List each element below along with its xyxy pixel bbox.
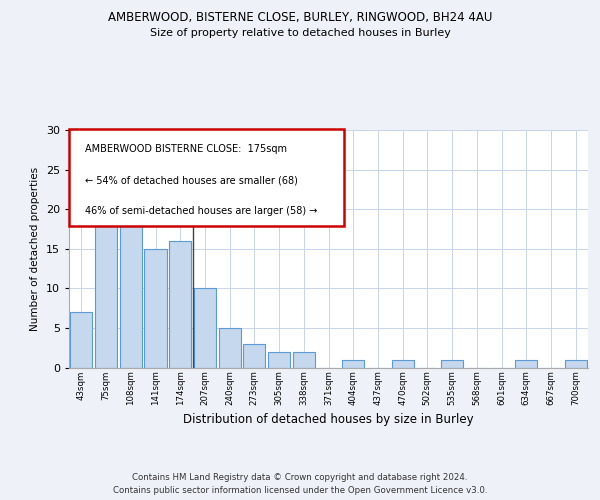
Y-axis label: Number of detached properties: Number of detached properties xyxy=(30,166,40,331)
FancyBboxPatch shape xyxy=(69,129,344,226)
X-axis label: Distribution of detached houses by size in Burley: Distribution of detached houses by size … xyxy=(183,414,474,426)
Text: Contains HM Land Registry data © Crown copyright and database right 2024.: Contains HM Land Registry data © Crown c… xyxy=(132,472,468,482)
Bar xyxy=(392,360,414,368)
Bar xyxy=(119,170,142,368)
Bar xyxy=(268,352,290,368)
Bar xyxy=(515,360,538,368)
Bar xyxy=(441,360,463,368)
Bar xyxy=(243,344,265,368)
Bar xyxy=(194,288,216,368)
Bar xyxy=(70,312,92,368)
Bar xyxy=(218,328,241,368)
Text: 46% of semi-detached houses are larger (58) →: 46% of semi-detached houses are larger (… xyxy=(85,206,317,216)
Bar xyxy=(342,360,364,368)
Bar xyxy=(169,241,191,368)
Bar xyxy=(293,352,315,368)
Bar xyxy=(95,209,117,368)
Text: ← 54% of detached houses are smaller (68): ← 54% of detached houses are smaller (68… xyxy=(85,175,298,185)
Text: AMBERWOOD, BISTERNE CLOSE, BURLEY, RINGWOOD, BH24 4AU: AMBERWOOD, BISTERNE CLOSE, BURLEY, RINGW… xyxy=(108,11,492,24)
Bar xyxy=(145,248,167,368)
Text: Contains public sector information licensed under the Open Government Licence v3: Contains public sector information licen… xyxy=(113,486,487,495)
Bar xyxy=(565,360,587,368)
Text: Size of property relative to detached houses in Burley: Size of property relative to detached ho… xyxy=(149,28,451,38)
Text: AMBERWOOD BISTERNE CLOSE:  175sqm: AMBERWOOD BISTERNE CLOSE: 175sqm xyxy=(85,144,287,154)
